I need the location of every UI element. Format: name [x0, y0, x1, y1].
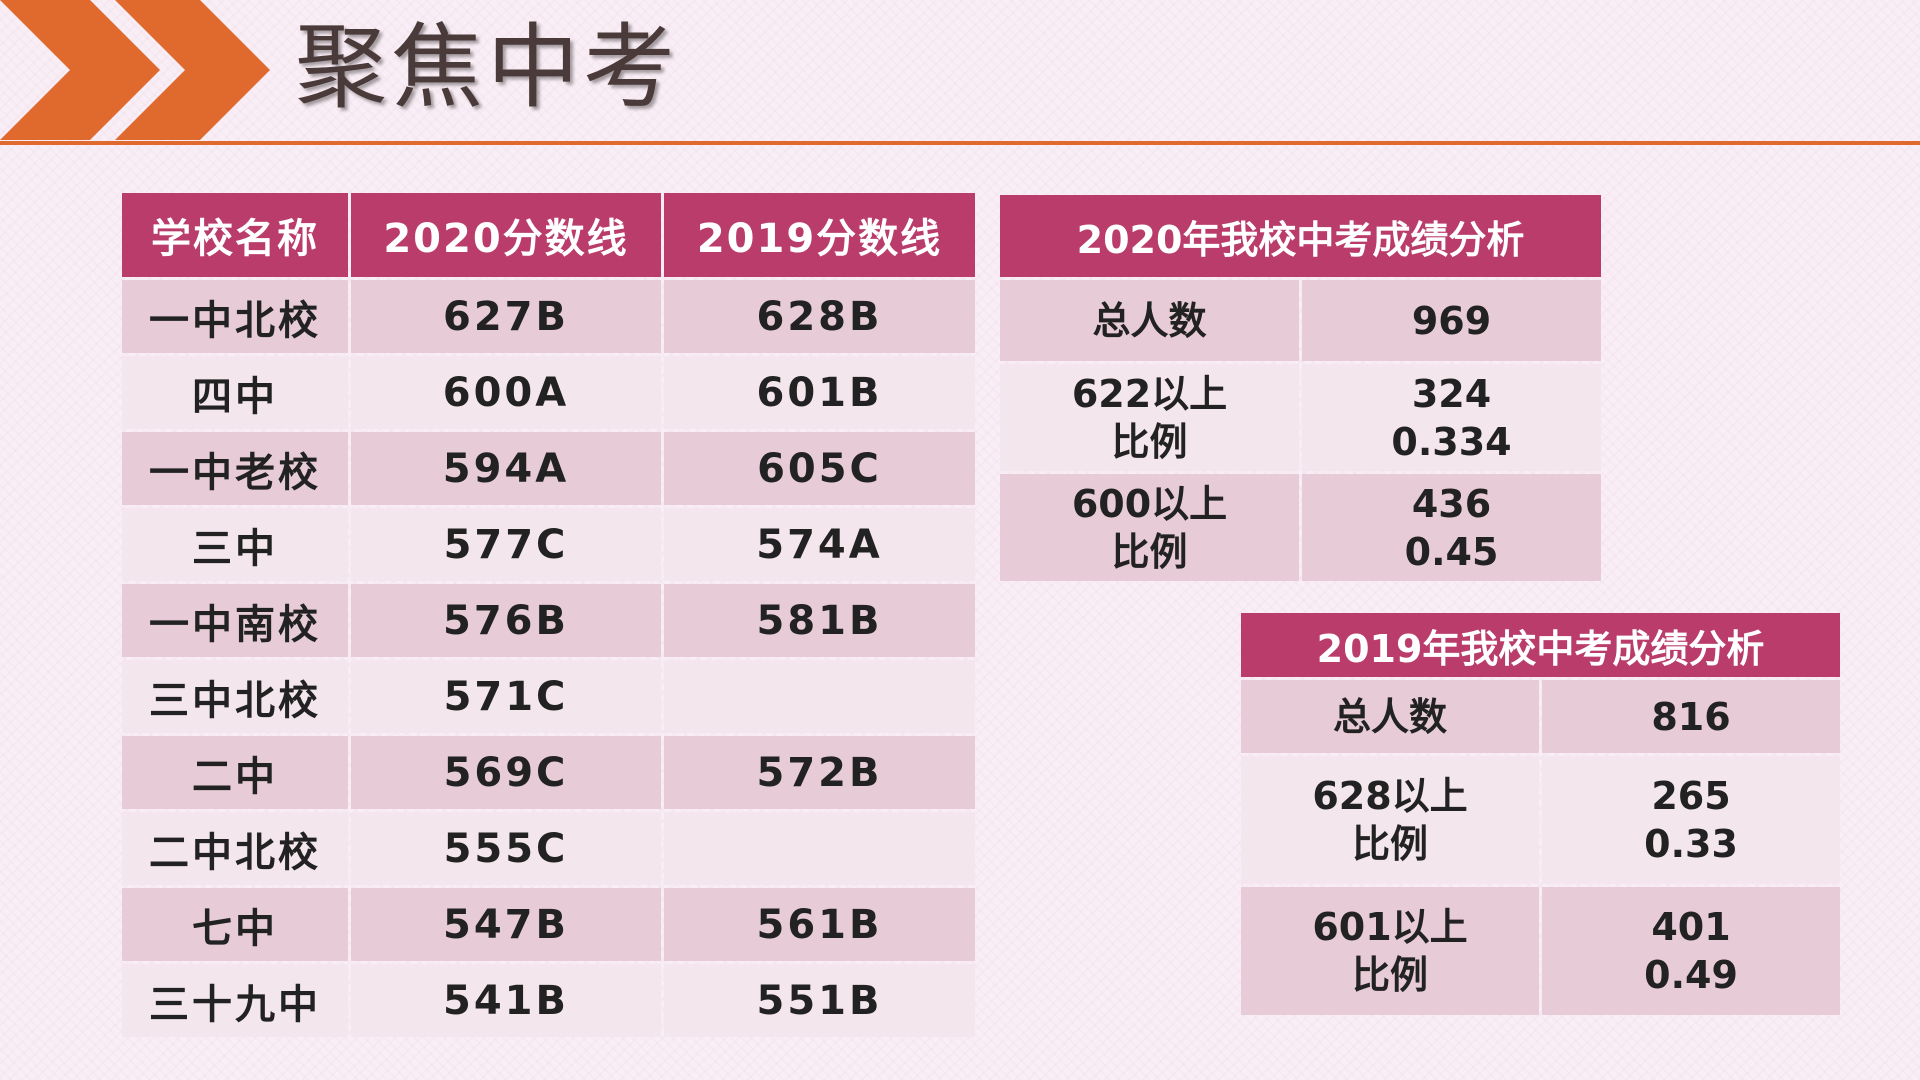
score-2019: 581B — [664, 584, 975, 657]
school-name: 一中北校 — [122, 280, 348, 353]
score-2019 — [664, 812, 975, 885]
table-row: 622以上 比例 324 0.334 — [1000, 364, 1602, 471]
analysis-2019-title: 2019年我校中考成绩分析 — [1241, 613, 1841, 677]
table-row: 二中 569C 572B — [122, 736, 975, 809]
score-2019: 601B — [664, 356, 975, 429]
analysis-value: 969 — [1302, 280, 1602, 361]
analysis-label: 600以上 比例 — [1000, 474, 1299, 581]
analysis-2020-title: 2020年我校中考成绩分析 — [1000, 195, 1602, 277]
analysis-value: 816 — [1542, 680, 1841, 753]
header-divider — [0, 141, 1920, 145]
analysis-label: 总人数 — [1241, 680, 1539, 753]
table-row: 一中老校 594A 605C — [122, 432, 975, 505]
table-row: 628以上 比例 265 0.33 — [1241, 756, 1841, 884]
column-header-2019: 2019分数线 — [664, 193, 975, 277]
double-chevron-right-icon — [0, 0, 270, 140]
score-2020: 569C — [351, 736, 661, 809]
column-header-2020: 2020分数线 — [351, 193, 661, 277]
score-2020: 555C — [351, 812, 661, 885]
score-2020: 600A — [351, 356, 661, 429]
table-row: 总人数 969 — [1000, 280, 1602, 361]
analysis-label: 628以上 比例 — [1241, 756, 1539, 884]
table-row: 二中北校 555C — [122, 812, 975, 885]
school-name: 三十九中 — [122, 964, 348, 1037]
analysis-label: 总人数 — [1000, 280, 1299, 361]
analysis-value: 401 0.49 — [1542, 887, 1841, 1015]
score-2020: 577C — [351, 508, 661, 581]
school-name: 一中老校 — [122, 432, 348, 505]
table-row: 总人数 816 — [1241, 680, 1841, 753]
school-name: 二中北校 — [122, 812, 348, 885]
school-name: 二中 — [122, 736, 348, 809]
score-2019 — [664, 660, 975, 733]
table-row: 一中北校 627B 628B — [122, 280, 975, 353]
score-line-table: 学校名称 2020分数线 2019分数线 一中北校 627B 628B 四中 6… — [119, 190, 978, 1040]
score-2020: 571C — [351, 660, 661, 733]
analysis-value: 265 0.33 — [1542, 756, 1841, 884]
table-row: 三中北校 571C — [122, 660, 975, 733]
analysis-2020-table: 2020年我校中考成绩分析 总人数 969 622以上 比例 324 0.334… — [997, 192, 1604, 584]
page-title: 聚焦中考 — [295, 14, 680, 121]
score-2020: 541B — [351, 964, 661, 1037]
table-row: 三十九中 541B 551B — [122, 964, 975, 1037]
school-name: 七中 — [122, 888, 348, 961]
school-name: 四中 — [122, 356, 348, 429]
score-2019: 551B — [664, 964, 975, 1037]
analysis-value: 436 0.45 — [1302, 474, 1602, 581]
score-2019: 605C — [664, 432, 975, 505]
analysis-value: 324 0.334 — [1302, 364, 1602, 471]
score-2019: 572B — [664, 736, 975, 809]
score-2019: 574A — [664, 508, 975, 581]
column-header-school: 学校名称 — [122, 193, 348, 277]
school-name: 三中 — [122, 508, 348, 581]
table-row: 601以上 比例 401 0.49 — [1241, 887, 1841, 1015]
score-table-header-row: 学校名称 2020分数线 2019分数线 — [122, 193, 975, 277]
analysis-2019-table: 2019年我校中考成绩分析 总人数 816 628以上 比例 265 0.33 … — [1238, 610, 1843, 1018]
table-row: 三中 577C 574A — [122, 508, 975, 581]
table-row: 四中 600A 601B — [122, 356, 975, 429]
score-2020: 576B — [351, 584, 661, 657]
analysis-label: 622以上 比例 — [1000, 364, 1299, 471]
score-2020: 627B — [351, 280, 661, 353]
table-row: 七中 547B 561B — [122, 888, 975, 961]
table-row: 600以上 比例 436 0.45 — [1000, 474, 1602, 581]
score-2020: 594A — [351, 432, 661, 505]
table-row: 一中南校 576B 581B — [122, 584, 975, 657]
school-name: 三中北校 — [122, 660, 348, 733]
score-2020: 547B — [351, 888, 661, 961]
analysis-label: 601以上 比例 — [1241, 887, 1539, 1015]
score-2019: 628B — [664, 280, 975, 353]
score-2019: 561B — [664, 888, 975, 961]
school-name: 一中南校 — [122, 584, 348, 657]
